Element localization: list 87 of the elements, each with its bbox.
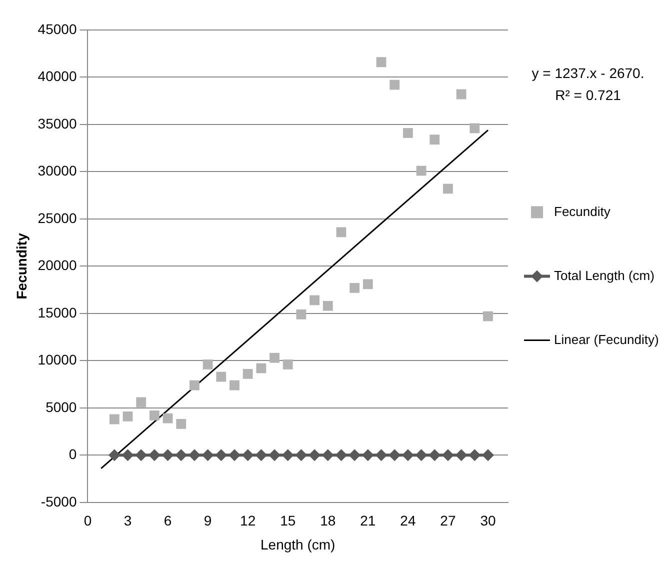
x-tick-label: 24: [400, 512, 416, 529]
point: [295, 449, 308, 462]
x-axis-title: Length (cm): [260, 536, 336, 552]
point: [270, 352, 280, 363]
y-tick-label: 5000: [46, 398, 77, 415]
point: [388, 449, 401, 462]
point: [322, 300, 333, 311]
point: [176, 419, 186, 429]
text: R² = 0.721: [555, 86, 622, 103]
point: [122, 411, 133, 422]
x-tick-label: 21: [360, 512, 376, 529]
point: [190, 380, 200, 390]
point: [215, 449, 228, 462]
point: [175, 449, 188, 462]
y-tick-label: 35000: [38, 115, 77, 132]
point: [310, 295, 320, 306]
point: [242, 368, 253, 379]
point: [108, 449, 120, 462]
point: [268, 449, 281, 462]
y-tick-label: 10000: [38, 352, 77, 368]
point: [148, 449, 160, 462]
x-tick-label: 9: [204, 512, 212, 529]
point: [282, 360, 293, 370]
point: [375, 449, 388, 462]
point: [230, 380, 240, 390]
point: [350, 282, 360, 293]
point: [415, 449, 428, 462]
point: [468, 449, 481, 462]
y-axis-title: Fecundity: [13, 232, 30, 300]
point: [162, 449, 174, 462]
legend-label: Linear (Fecundity): [554, 332, 659, 347]
y-tick-label: 30000: [38, 162, 77, 179]
point: [455, 449, 468, 462]
point: [402, 449, 414, 462]
point: [416, 166, 426, 176]
x-tick-label: 27: [440, 512, 456, 529]
point: [202, 360, 213, 370]
legend-label: Total Length (cm): [554, 268, 654, 283]
point: [255, 449, 268, 462]
point: [442, 449, 454, 462]
point: [136, 397, 146, 408]
point: [242, 449, 254, 462]
point: [282, 449, 294, 462]
point: [109, 414, 120, 424]
point: [149, 410, 160, 420]
point: [430, 134, 440, 145]
x-tick-label: 12: [240, 512, 256, 529]
point: [402, 128, 413, 138]
legend-label: Fecundity: [554, 204, 611, 219]
x-tick-label: 6: [164, 512, 172, 529]
point: [470, 123, 480, 134]
point: [308, 449, 321, 462]
point: [322, 449, 334, 462]
y-tick-label: 15000: [38, 304, 77, 320]
point: [228, 449, 240, 462]
y-tick-label: 20000: [38, 257, 77, 274]
point: [376, 57, 386, 68]
text: y = 1237.x - 2670.: [532, 64, 644, 81]
point: [122, 449, 134, 462]
point: [428, 449, 441, 462]
point: [443, 184, 453, 194]
x-tick-label: 18: [320, 512, 336, 529]
point: [482, 449, 494, 462]
point: [362, 449, 374, 462]
x-tick-label: 0: [84, 512, 92, 529]
point: [336, 227, 346, 238]
x-tick-label: 30: [480, 512, 496, 529]
point: [296, 309, 306, 320]
point: [216, 372, 226, 382]
point: [362, 279, 373, 290]
y-tick-label: 40000: [38, 68, 77, 84]
point: [483, 311, 493, 322]
point: [188, 449, 200, 462]
y-tick-label: 25000: [38, 210, 77, 226]
point: [456, 89, 466, 100]
x-tick-label: 15: [280, 512, 296, 529]
y-tick-label: 0: [68, 446, 77, 462]
point: [390, 80, 400, 90]
x-tick-label: 3: [124, 512, 132, 529]
point: [335, 449, 348, 462]
point: [135, 449, 148, 462]
point: [256, 363, 266, 374]
point: [162, 413, 173, 424]
point: [202, 449, 214, 462]
y-tick-label: -5000: [40, 493, 77, 510]
point: [348, 449, 361, 462]
y-tick-label: 45000: [38, 20, 77, 37]
